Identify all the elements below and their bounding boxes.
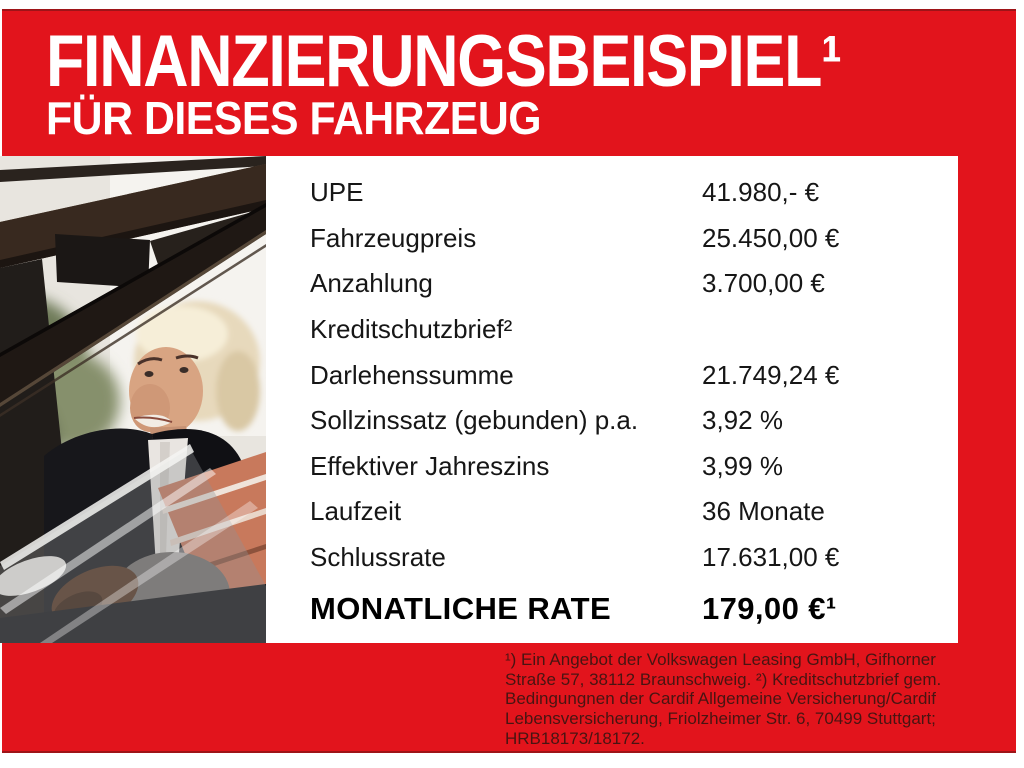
total-row: MONATLICHE RATE 179,00 €¹ [310, 582, 958, 636]
page-subtitle: FÜR DIESES FAHRZEUG [46, 92, 542, 144]
disclaimer-line: Lebensversicherung, Friolzheimer Str. 6,… [505, 709, 936, 729]
row-value: 21.749,24 € [702, 359, 840, 390]
row-value: 36 Monate [702, 496, 825, 527]
row-label: Sollzinssatz (gebunden) p.a. [310, 405, 639, 436]
total-value: 179,00 €¹ [702, 591, 837, 627]
row-value: 3,92 % [702, 405, 783, 436]
disclaimer: ¹) Ein Angebot der Volkswagen Leasing Gm… [505, 650, 957, 749]
table-row: Sollzinssatz (gebunden) p.a. 3,92 % [310, 398, 958, 444]
disclaimer-line: Bedingungnen der Cardif Allgemeine Versi… [505, 689, 936, 709]
row-label: UPE [310, 177, 364, 208]
disclaimer-line: Straße 57, 38112 Braunschweig. ²) Kredit… [505, 669, 942, 689]
row-value: 25.450,00 € [702, 222, 840, 253]
row-label: Fahrzeugpreis [310, 222, 477, 253]
page-title: FINANZIERUNGSBEISPIEL¹ [46, 21, 842, 102]
row-label: Schlussrate [310, 542, 446, 573]
table-row: Schlussrate 17.631,00 € [310, 535, 958, 581]
row-label: Laufzeit [310, 496, 402, 527]
table-row: Laufzeit 36 Monate [310, 489, 958, 535]
row-value: 41.980,- € [702, 177, 820, 208]
table-row: Anzahlung 3.700,00 € [310, 261, 958, 307]
disclaimer-line: ¹) Ein Angebot der Volkswagen Leasing Gm… [505, 650, 936, 669]
table-row: Effektiver Jahreszins 3,99 % [310, 444, 958, 490]
row-label: Kreditschutzbrief² [310, 314, 513, 345]
row-label: Anzahlung [310, 268, 433, 299]
total-label: MONATLICHE RATE [310, 591, 612, 627]
row-label: Effektiver Jahreszins [310, 450, 550, 481]
table-row: Darlehenssumme 21.749,24 € [310, 352, 958, 398]
finance-panel: UPE 41.980,- € Fahrzeugpreis 25.450,00 €… [266, 156, 958, 643]
table-row: Fahrzeugpreis 25.450,00 € [310, 216, 958, 262]
table-row: UPE 41.980,- € [310, 170, 958, 216]
table-row: Kreditschutzbrief² [310, 307, 958, 353]
woman-in-car-photo [0, 156, 266, 643]
row-value: 17.631,00 € [702, 542, 840, 573]
row-label: Darlehenssumme [310, 359, 514, 390]
row-value: 3.700,00 € [702, 268, 825, 299]
disclaimer-line: HRB18173/18172. [505, 728, 645, 748]
row-value: 3,99 % [702, 450, 783, 481]
